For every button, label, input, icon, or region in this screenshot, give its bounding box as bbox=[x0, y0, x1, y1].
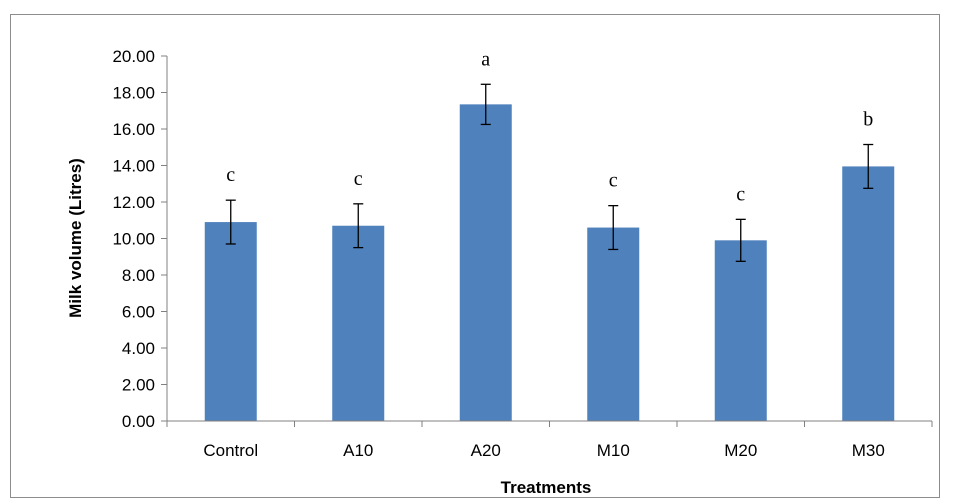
error-bar bbox=[225, 199, 236, 245]
y-tick-label: 12.00 bbox=[112, 193, 155, 212]
y-tick-label: 20.00 bbox=[112, 47, 155, 66]
x-axis-title: Treatments bbox=[501, 478, 592, 497]
significance-letter: c bbox=[226, 164, 235, 186]
error-bar bbox=[863, 143, 874, 189]
y-tick-label: 14.00 bbox=[112, 157, 155, 176]
x-tick-label: A10 bbox=[343, 441, 373, 460]
significance-letter: c bbox=[736, 183, 745, 205]
x-tick-label: M10 bbox=[597, 441, 630, 460]
x-tick-label: M20 bbox=[724, 441, 757, 460]
y-tick-label: 16.00 bbox=[112, 120, 155, 139]
significance-letter: a bbox=[481, 48, 490, 70]
y-tick-label: 10.00 bbox=[112, 230, 155, 249]
y-tick-label: 4.00 bbox=[122, 339, 155, 358]
error-bar bbox=[735, 218, 746, 262]
bar-a10 bbox=[332, 225, 385, 421]
y-axis-title: Milk volume (Litres) bbox=[66, 158, 85, 318]
bar-control bbox=[204, 222, 257, 421]
error-bar bbox=[353, 203, 364, 249]
y-tick-label: 8.00 bbox=[122, 266, 155, 285]
significance-letter: c bbox=[354, 168, 363, 190]
bar-a20 bbox=[459, 104, 512, 422]
bar-m20 bbox=[714, 240, 767, 421]
x-tick-label: A20 bbox=[471, 441, 501, 460]
bar-m30 bbox=[842, 166, 895, 421]
y-tick-label: 0.00 bbox=[122, 412, 155, 431]
x-tick-label: Control bbox=[203, 441, 258, 460]
significance-letter: b bbox=[863, 109, 873, 131]
bar-m10 bbox=[587, 227, 640, 421]
x-tick-label: M30 bbox=[852, 441, 885, 460]
error-bar bbox=[480, 83, 491, 126]
error-bar bbox=[608, 204, 619, 251]
y-tick-label: 18.00 bbox=[112, 84, 155, 103]
y-tick-label: 2.00 bbox=[122, 376, 155, 395]
y-tick-label: 6.00 bbox=[122, 303, 155, 322]
significance-letter: c bbox=[609, 170, 618, 192]
